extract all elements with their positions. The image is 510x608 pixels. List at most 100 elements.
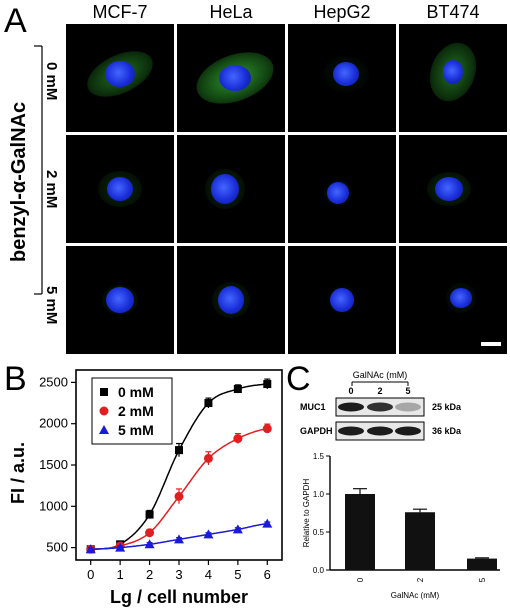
x-tick-label: 0	[356, 577, 365, 582]
panel-a-letter: A	[4, 2, 27, 40]
data-point	[262, 424, 272, 434]
data-point	[85, 544, 96, 554]
nucleus-stain	[450, 288, 472, 308]
lane-label: 0	[348, 386, 353, 396]
nucleus-stain	[105, 61, 135, 87]
nucleus-stain	[333, 62, 359, 86]
legend-marker	[100, 388, 108, 396]
legend-marker	[99, 406, 109, 416]
data-point	[203, 453, 213, 463]
nucleus-stain	[435, 177, 463, 201]
data-point	[203, 529, 214, 539]
x-tick-label: 1	[117, 567, 124, 582]
column-header: BT474	[426, 2, 480, 22]
panel-b-letter: B	[4, 360, 27, 398]
micrograph-tile	[66, 24, 174, 132]
x-axis-label: Lg / cell number	[110, 587, 248, 607]
blot-band	[338, 426, 364, 436]
blot-band	[367, 402, 393, 412]
nucleus-stain	[443, 60, 463, 84]
y-axis-label: Relative to GAPDH	[302, 479, 311, 548]
column-header: MCF-7	[92, 2, 148, 22]
fluorescence-line-chart: 0 1 2 3 4 5 6 500 1000 1500 2000 2500 Lg / cell numb…	[8, 369, 283, 607]
micrograph-tile	[399, 246, 507, 354]
y-tick-label: 1500	[39, 457, 68, 472]
nucleus-stain	[107, 177, 133, 201]
row-label: 0 mM	[43, 62, 60, 101]
nucleus-stain	[330, 288, 354, 312]
micrograph-tile	[288, 24, 396, 132]
column-header: HepG2	[313, 2, 371, 22]
blot-band	[395, 426, 421, 436]
y-tick-label: 1.0	[313, 490, 325, 499]
data-point	[115, 542, 126, 552]
x-tick-label: 4	[205, 567, 212, 582]
data-point	[232, 524, 243, 534]
y-tick-label: 1.5	[313, 452, 325, 461]
y-tick-label: 2500	[39, 374, 68, 389]
blot-row-label: MUC1	[300, 402, 326, 412]
legend-label: 0 mM	[118, 384, 154, 400]
nucleus-stain	[327, 182, 349, 204]
row-label: 5 mM	[43, 286, 60, 325]
blot-band	[367, 426, 393, 436]
data-point	[144, 539, 155, 549]
blot-row-label: GAPDH	[300, 426, 333, 436]
data-point	[233, 434, 243, 444]
legend-label: 2 mM	[118, 403, 154, 419]
data-point	[174, 491, 184, 501]
blot-size-label: 36 kDa	[432, 426, 462, 436]
x-tick-label: 5	[478, 577, 487, 582]
y-tick-label: 500	[46, 540, 68, 555]
data-point	[204, 399, 213, 408]
y-tick-label: 2000	[39, 416, 68, 431]
micrograph-tile	[177, 135, 285, 243]
relative-expression-bar-chart: 0.0 0.5 1.0 1.5 Relative to GAPDH 0 2 5 GalNAc (…	[302, 452, 500, 600]
data-point	[145, 528, 155, 538]
lane-label: 2	[377, 386, 382, 396]
x-tick-label: 0	[87, 567, 94, 582]
western-blot: GalNAc (mM)0 2 5 MUC1 25 kDa GAPDH 36 kDa	[300, 370, 462, 441]
y-tick-label: 0.0	[313, 566, 325, 575]
bar	[467, 558, 497, 570]
micrograph-tile	[288, 135, 396, 243]
nucleus-stain	[106, 287, 134, 313]
x-axis-label: GalNAc (mM)	[391, 591, 440, 600]
nucleus-stain	[211, 174, 239, 204]
bar	[345, 494, 375, 570]
data-point	[263, 380, 272, 389]
micrograph-tile	[177, 246, 285, 354]
treatment-label: benzyl-α-GalNAc	[8, 101, 30, 262]
legend-label: 5 mM	[118, 422, 154, 438]
lane-label: 5	[405, 386, 410, 396]
data-point	[174, 534, 184, 544]
x-tick-label: 6	[264, 567, 271, 582]
x-tick-label: 5	[234, 567, 241, 582]
legend-marker	[99, 425, 109, 434]
micrograph-tile	[66, 135, 174, 243]
nucleus-stain	[218, 286, 244, 314]
micrograph-tile	[66, 246, 174, 354]
nucleus-stain	[219, 65, 251, 91]
x-tick-label: 3	[175, 567, 182, 582]
column-header: HeLa	[209, 2, 253, 22]
x-tick-label: 2	[416, 577, 425, 582]
data-point	[262, 518, 273, 528]
scale-bar	[481, 342, 501, 346]
micrograph-tile	[399, 135, 507, 243]
micrograph-tile	[177, 24, 285, 132]
y-axis-label: FI / a.u.	[8, 442, 28, 504]
data-point	[145, 510, 154, 519]
micrograph-tile	[288, 246, 396, 354]
data-point	[175, 446, 183, 455]
micrograph-tile	[399, 24, 507, 132]
y-tick-label: 0.5	[313, 528, 325, 537]
bar	[405, 512, 435, 570]
blot-band	[395, 402, 421, 412]
blot-header: GalNAc (mM)	[353, 370, 408, 380]
panel-c-letter: C	[286, 360, 311, 398]
blot-band	[338, 402, 364, 412]
x-tick-label: 2	[146, 567, 153, 582]
row-label: 2 mM	[43, 170, 60, 209]
blot-size-label: 25 kDa	[432, 402, 462, 412]
